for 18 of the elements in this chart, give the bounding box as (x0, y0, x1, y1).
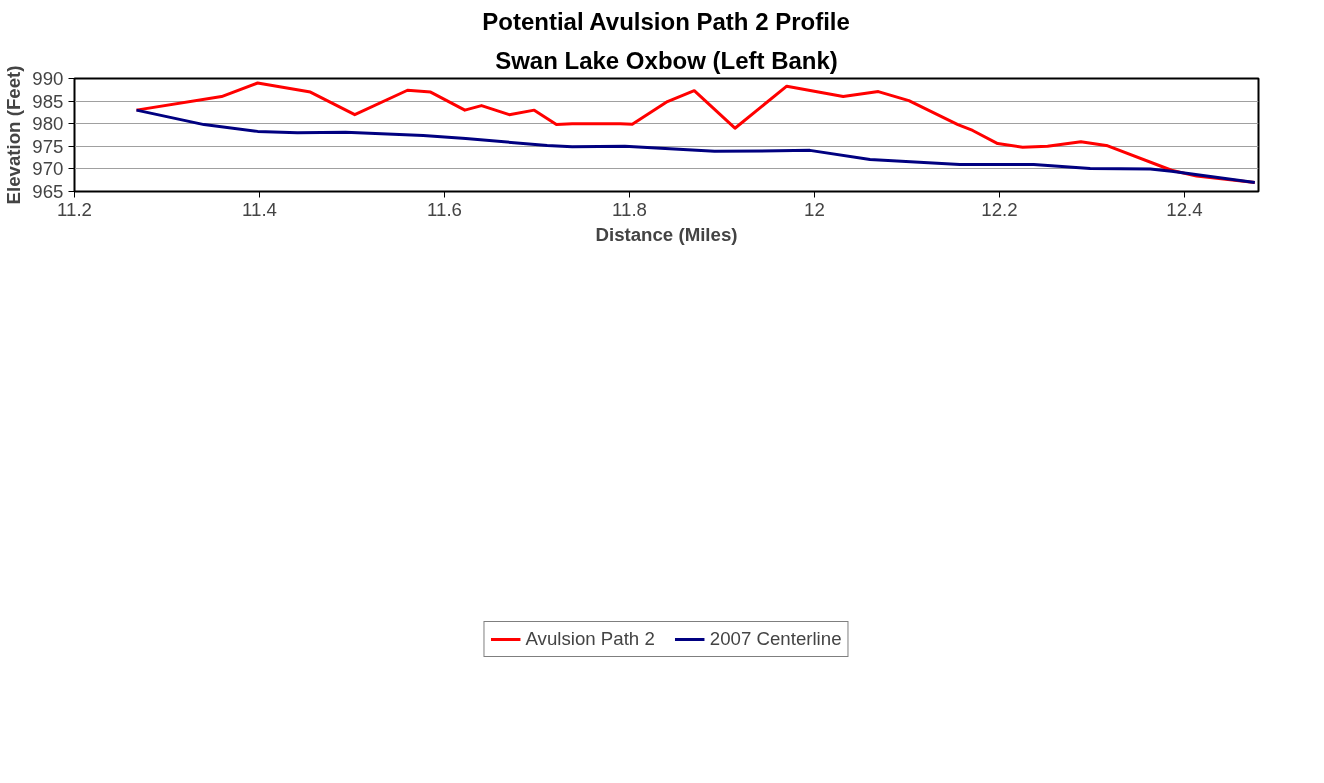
y-tick-label: 970 (32, 158, 64, 180)
legend-label: 2007 Centerline (709, 627, 842, 650)
y-tick-label: 985 (32, 90, 64, 112)
y-tick-label: 980 (32, 113, 64, 135)
y-tick-label: 975 (32, 135, 64, 157)
x-tick-label: 12.4 (1166, 198, 1203, 220)
x-tick-label: 11.4 (242, 198, 277, 220)
x-tick-label: 12 (804, 198, 825, 220)
x-tick-label: 11.8 (612, 198, 647, 220)
line-series (134, 108, 1257, 184)
x-axis-title: Distance (Miles) (595, 223, 738, 245)
legend-label: Avulsion Path 2 (525, 627, 655, 650)
chart-subtitle: Swan Lake Oxbow (Left Bank) (495, 46, 838, 74)
x-tick-label: 12.2 (981, 198, 1018, 220)
chart-title: Potential Avulsion Path 2 Profile (482, 7, 850, 35)
y-axis-title: Elevation (Feet) (3, 65, 25, 205)
y-tick-label: 990 (32, 68, 64, 89)
x-tick-label: 11.6 (427, 198, 462, 220)
